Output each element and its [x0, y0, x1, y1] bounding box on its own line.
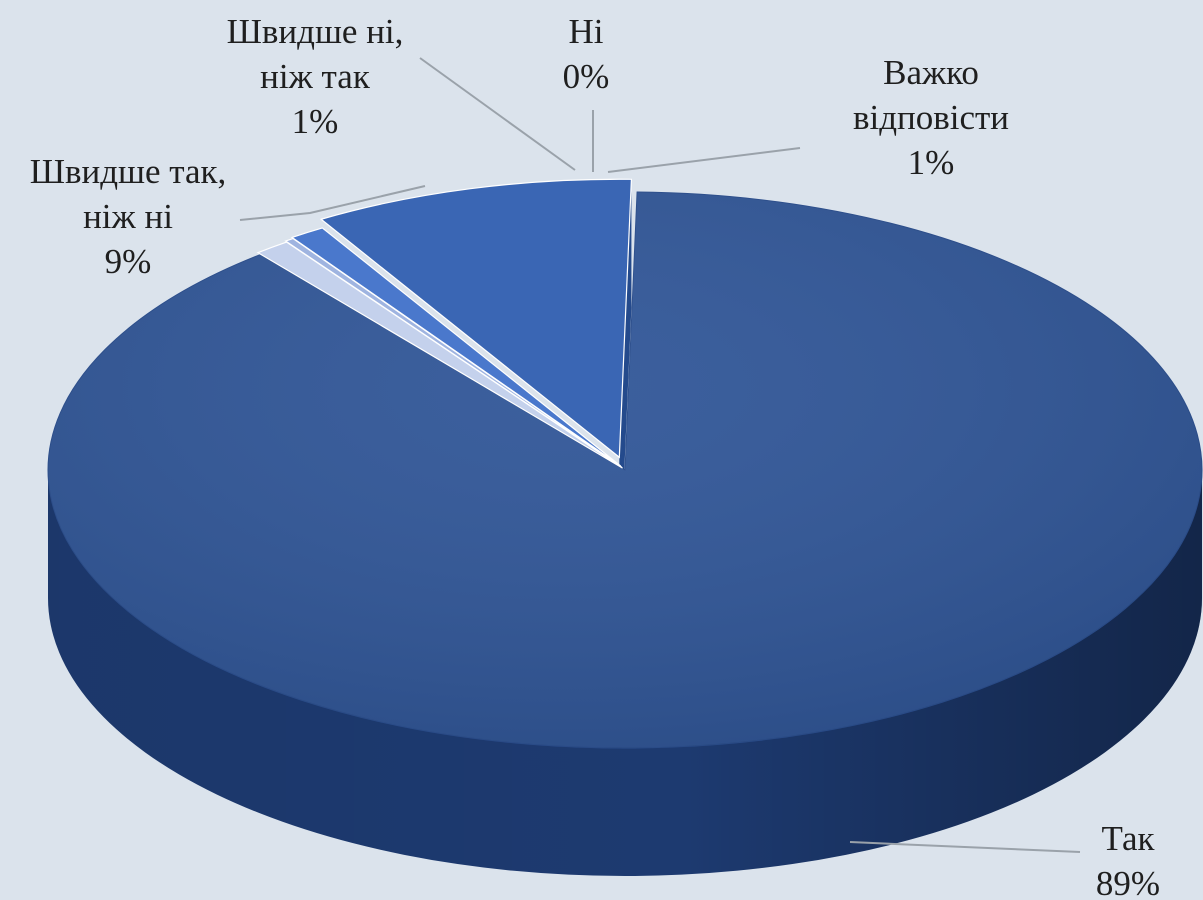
- pie-tops: [47, 178, 1203, 749]
- pie-side-shade-tak: [48, 470, 1202, 876]
- leader-line-vazhko: [607, 147, 801, 173]
- leader-line-tak: [849, 841, 1081, 853]
- slice-label-vazhko: Важко відповісти 1%: [853, 53, 1009, 182]
- slice-label-vazhko-line-1: відповісти: [853, 98, 1009, 137]
- pie-slice-shvydshe-ni: [290, 227, 622, 467]
- slice-label-shvydshe-ni-line-0: Швидше ні,: [227, 12, 404, 51]
- leader-lines: [239, 57, 1081, 853]
- slice-label-shvydshe-ni-line-1: ніж так: [260, 57, 371, 96]
- slice-label-ni: Ні 0%: [563, 12, 610, 96]
- slice-label-shvydshe-tak-line-2: 9%: [105, 242, 152, 281]
- slice-label-vazhko-line-2: 1%: [908, 143, 955, 182]
- pie-slice-shvydshe-tak: [319, 178, 633, 459]
- slice-label-tak: Так 89%: [1096, 819, 1160, 900]
- slice-label-tak-line-1: 89%: [1096, 864, 1160, 900]
- slice-label-vazhko-line-0: Важко: [883, 53, 979, 92]
- leader-line-shvydshe-tak: [239, 185, 426, 221]
- slice-label-shvydshe-tak: Швидше так, ніж ні 9%: [30, 152, 227, 281]
- pie-slice-tak-shade: [47, 192, 1202, 748]
- slice-label-shvydshe-ni: Швидше ні, ніж так 1%: [227, 12, 404, 141]
- slice-label-shvydshe-tak-line-1: ніж ні: [83, 197, 173, 236]
- slice-label-tak-line-0: Так: [1101, 819, 1155, 858]
- slice-label-ni-line-1: 0%: [563, 57, 610, 96]
- slice-labels: Так 89% Швидше так, ніж ні 9% Швидше ні, ніж т…: [30, 12, 1160, 900]
- slice-label-ni-line-0: Ні: [569, 12, 604, 51]
- slice-label-shvydshe-ni-line-2: 1%: [292, 102, 339, 141]
- slice-label-shvydshe-tak-line-0: Швидше так,: [30, 152, 227, 191]
- leader-line-shvydshe-ni: [419, 57, 576, 171]
